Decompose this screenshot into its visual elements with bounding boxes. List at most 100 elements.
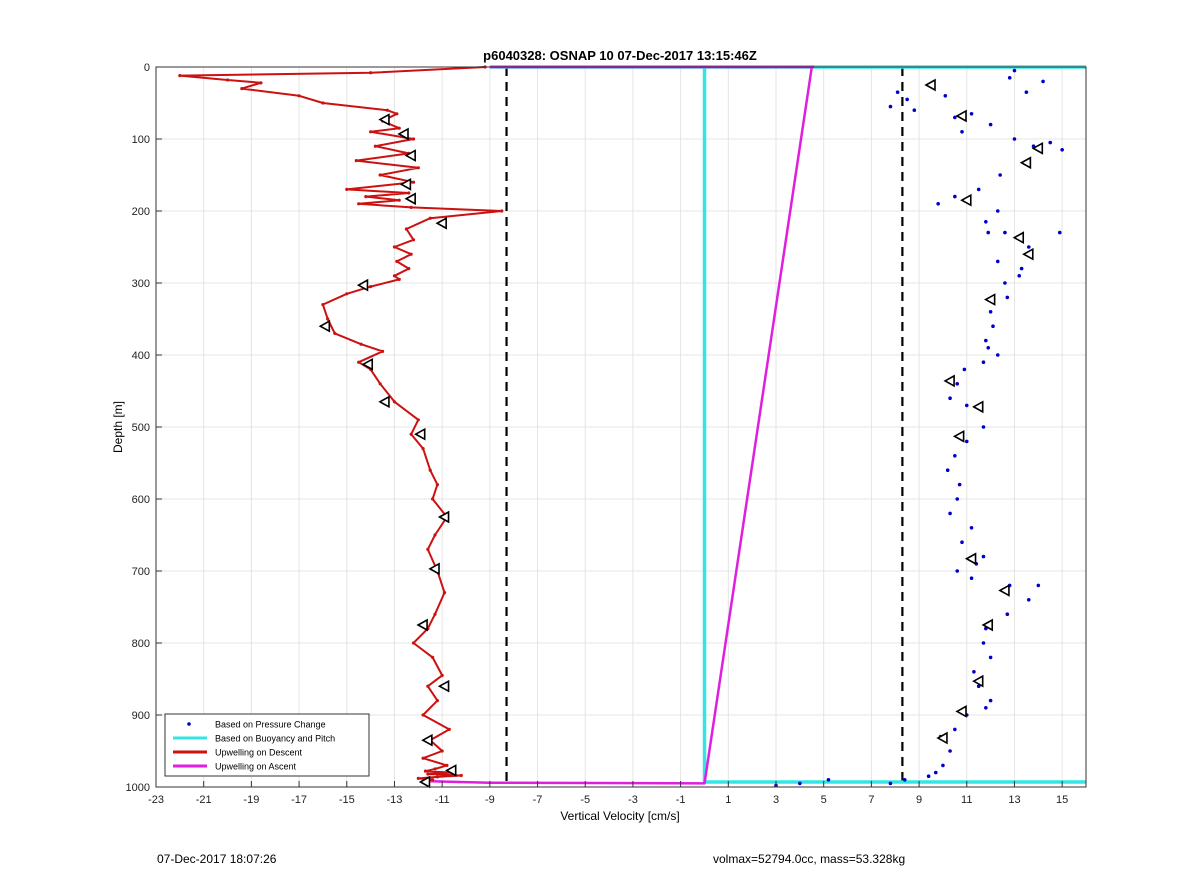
descent-point: [436, 699, 439, 702]
descent-point: [407, 267, 410, 270]
descent-point: [500, 209, 503, 212]
descent-point: [421, 757, 424, 760]
pressure-change-point: [984, 339, 988, 343]
pressure-change-point: [934, 771, 938, 775]
pressure-change-point: [1020, 267, 1024, 271]
pressure-change-point: [913, 108, 917, 112]
pressure-change-point: [982, 360, 986, 364]
x-tick-label: -7: [533, 794, 543, 806]
descent-point: [259, 81, 262, 84]
pressure-change-point: [946, 468, 950, 472]
pressure-change-point: [1027, 245, 1031, 249]
pressure-change-point: [1060, 148, 1064, 152]
x-tick-label: 11: [961, 794, 972, 806]
pressure-change-point: [965, 404, 969, 408]
descent-point: [393, 274, 396, 277]
descent-point: [429, 469, 432, 472]
descent-point: [412, 137, 415, 140]
pressure-change-point: [953, 728, 957, 732]
legend-entry-label: Based on Pressure Change: [215, 720, 326, 730]
descent-point: [379, 173, 382, 176]
descent-point: [460, 774, 463, 777]
pressure-change-point: [1013, 69, 1017, 73]
pressure-change-point: [972, 670, 976, 674]
x-tick-label: -11: [435, 794, 450, 806]
descent-point: [379, 382, 382, 385]
legend-entry-label: Upwelling on Descent: [215, 748, 303, 758]
pressure-change-point: [963, 368, 967, 372]
pressure-change-point: [827, 778, 831, 782]
pressure-change-point: [970, 112, 974, 116]
y-tick-label: 200: [132, 206, 150, 218]
y-tick-label: 300: [132, 278, 150, 290]
descent-point: [417, 166, 420, 169]
descent-point: [429, 217, 432, 220]
pressure-change-point: [1058, 231, 1062, 235]
x-tick-label: 5: [821, 794, 827, 806]
pressure-change-point: [1006, 612, 1010, 616]
descent-point: [412, 238, 415, 241]
descent-point: [421, 447, 424, 450]
descent-point: [398, 199, 401, 202]
pressure-change-point: [955, 497, 959, 501]
y-tick-label: 600: [132, 494, 150, 506]
pressure-change-point: [996, 353, 1000, 357]
descent-point: [321, 303, 324, 306]
pressure-change-point: [989, 656, 993, 660]
pressure-change-point: [955, 382, 959, 386]
y-tick-label: 700: [132, 566, 150, 578]
descent-point: [321, 101, 324, 104]
descent-point: [369, 285, 372, 288]
legend-swatch: [187, 722, 191, 726]
y-tick-label: 100: [132, 134, 150, 146]
descent-point: [359, 343, 362, 346]
pressure-change-point: [982, 641, 986, 645]
descent-point: [410, 253, 413, 256]
pressure-change-point: [1027, 598, 1031, 602]
descent-point: [431, 778, 434, 781]
descent-point: [297, 94, 300, 97]
descent-point: [441, 674, 444, 677]
x-tick-label: -17: [291, 794, 307, 806]
pressure-change-point: [1048, 141, 1052, 145]
descent-point: [426, 685, 429, 688]
x-tick-label: -23: [148, 794, 164, 806]
descent-point: [386, 109, 389, 112]
pressure-change-point: [905, 98, 909, 102]
descent-point: [240, 87, 243, 90]
descent-point: [398, 278, 401, 281]
descent-point: [412, 641, 415, 644]
x-tick-label: 13: [1008, 794, 1020, 806]
descent-point: [424, 770, 427, 773]
x-tick-label: 1: [725, 794, 731, 806]
pressure-change-point: [896, 90, 900, 94]
descent-point: [443, 591, 446, 594]
pressure-change-point: [948, 512, 952, 516]
descent-point: [393, 400, 396, 403]
grid-lines: [156, 67, 1086, 787]
chart-title: p6040328: OSNAP 10 07-Dec-2017 13:15:46Z: [483, 48, 757, 63]
descent-point: [326, 317, 329, 320]
velocity-depth-chart: -23 -21 -19 -17 -15 -13 -11 -9 -7 -5 -3 -1 1 3 5 7 9 11 13…: [0, 0, 1200, 885]
descent-point: [445, 764, 448, 767]
y-axis-label: Depth [m]: [111, 401, 125, 453]
descent-point: [410, 433, 413, 436]
pressure-change-point: [984, 706, 988, 710]
descent-point: [417, 777, 420, 780]
descent-point: [433, 533, 436, 536]
descent-point: [421, 713, 424, 716]
pressure-change-point: [1017, 274, 1021, 278]
descent-point: [374, 145, 377, 148]
footer-glider-params: volmax=52794.0cc, mass=53.328kg: [713, 852, 905, 866]
descent-point: [398, 127, 401, 130]
x-tick-label: -13: [387, 794, 403, 806]
x-tick-label: -19: [243, 794, 259, 806]
pressure-change-point: [986, 346, 990, 350]
y-tick-label: 500: [132, 422, 150, 434]
descent-point: [333, 332, 336, 335]
pressure-change-point: [958, 483, 962, 487]
descent-point: [357, 361, 360, 364]
descent-point: [412, 181, 415, 184]
pressure-change-point: [953, 195, 957, 199]
pressure-change-point: [984, 220, 988, 224]
